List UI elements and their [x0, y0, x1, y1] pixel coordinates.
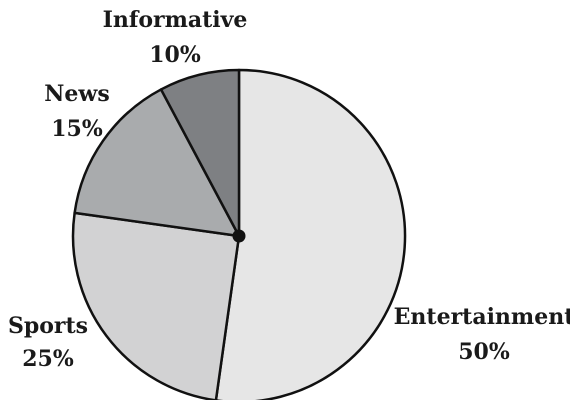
pie-slice-sports: [71, 211, 241, 400]
slice-percent-informative: 10%: [149, 42, 201, 68]
pie-labels: Entertainment 50% Sports 25% News 15% Informat…: [8, 7, 570, 372]
slice-label-entertainment: Entertainment: [394, 304, 570, 330]
slice-label-news: News: [44, 81, 109, 107]
slice-label-informative: Informative: [103, 7, 248, 33]
slice-label-sports: Sports: [8, 313, 88, 339]
slice-percent-entertainment: 50%: [458, 339, 510, 365]
pie-center-dot: [232, 229, 246, 243]
pie-slice-entertainment: [214, 68, 407, 400]
pie-slice-news: [73, 88, 241, 238]
slice-percent-news: 15%: [51, 116, 103, 142]
slice-percent-sports: 25%: [22, 346, 74, 372]
pie-slice-informative: [159, 68, 241, 238]
pie-slices: [71, 68, 407, 400]
